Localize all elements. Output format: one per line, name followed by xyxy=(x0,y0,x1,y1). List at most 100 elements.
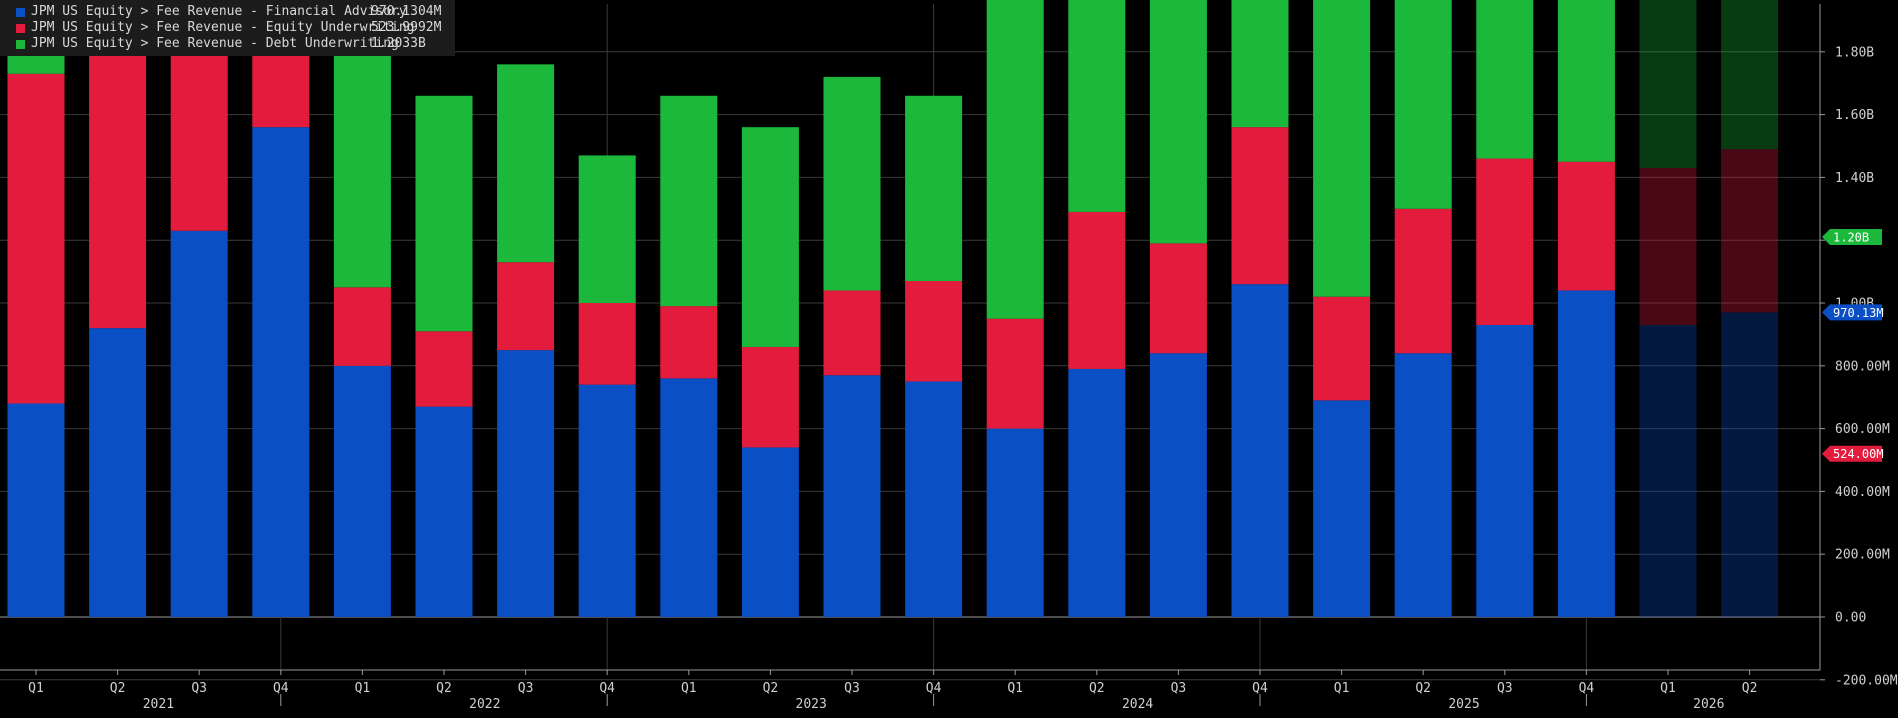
bar-segment-financial-advisory xyxy=(1149,353,1207,617)
year-label: 2026 xyxy=(1693,697,1724,712)
bar-segment-equity-underwriting xyxy=(578,303,636,385)
bar-segment-debt-underwriting xyxy=(1231,0,1289,128)
bar-segment-equity-underwriting xyxy=(1721,149,1779,313)
x-tick-label: Q4 xyxy=(599,681,615,696)
bar-segment-equity-underwriting xyxy=(660,306,718,379)
bar-segment-equity-underwriting xyxy=(1231,127,1289,285)
bar-segment-debt-underwriting xyxy=(1721,0,1779,150)
y-tick-label: -200.00M xyxy=(1835,673,1898,688)
x-tick-label: Q4 xyxy=(926,681,942,696)
badge-shape xyxy=(1822,304,1882,321)
bar-segment-financial-advisory xyxy=(823,375,881,617)
legend-item-equity-underwriting[interactable]: JPM US Equity > Fee Revenue - Equity Und… xyxy=(16,20,441,36)
bar-segment-financial-advisory xyxy=(741,447,799,617)
bar-segment-debt-underwriting xyxy=(415,95,473,332)
year-label: 2023 xyxy=(796,697,827,712)
bar-segment-financial-advisory xyxy=(415,406,473,617)
bar-segment-debt-underwriting xyxy=(1313,0,1371,297)
legend-item-debt-underwriting[interactable]: JPM US Equity > Fee Revenue - Debt Under… xyxy=(16,36,441,52)
year-label: 2024 xyxy=(1122,697,1153,712)
y-tick-label: 800.00M xyxy=(1835,359,1890,374)
x-tick-label: Q1 xyxy=(1007,681,1023,696)
last-value-badge: 1.20B xyxy=(1822,229,1882,246)
bar-segment-financial-advisory xyxy=(252,127,310,617)
year-label: 2025 xyxy=(1448,697,1479,712)
x-tick-label: Q2 xyxy=(1089,681,1105,696)
badge-shape xyxy=(1822,445,1882,462)
bar-segment-debt-underwriting xyxy=(823,76,881,291)
x-tick-label: Q2 xyxy=(1742,681,1758,696)
bar-segment-debt-underwriting xyxy=(578,155,636,303)
bar-segment-debt-underwriting xyxy=(1639,0,1697,168)
bar-segment-debt-underwriting xyxy=(1394,0,1452,209)
legend-label: JPM US Equity > Fee Revenue - Debt Under… xyxy=(31,36,399,51)
x-tick-label: Q3 xyxy=(844,681,860,696)
y-tick-label: 1.80B xyxy=(1835,45,1874,60)
bar-segment-financial-advisory xyxy=(1068,368,1126,617)
bar-segment-financial-advisory xyxy=(905,381,963,617)
x-tick-label: Q3 xyxy=(1497,681,1513,696)
badge-layer: 970.13M 524.00M 1.20B xyxy=(1822,229,1884,462)
x-tick-label: Q1 xyxy=(355,681,371,696)
x-tick-label: Q4 xyxy=(1252,681,1268,696)
bar-segment-debt-underwriting xyxy=(905,95,963,282)
bar-segment-equity-underwriting xyxy=(823,290,881,376)
bar-segment-equity-underwriting xyxy=(415,331,473,407)
bar-segment-financial-advisory xyxy=(7,403,65,617)
last-value-badge: 970.13M xyxy=(1822,304,1884,321)
year-label: 2021 xyxy=(143,697,174,712)
bar-segment-financial-advisory xyxy=(170,230,228,617)
x-tick-label: Q1 xyxy=(1334,681,1350,696)
x-tick-label: Q3 xyxy=(1171,681,1187,696)
bar-layer xyxy=(7,0,1779,617)
bar-segment-debt-underwriting xyxy=(1557,0,1615,162)
chart-legend: JPM US Equity > Fee Revenue - Financial … xyxy=(0,0,456,56)
legend-label: JPM US Equity > Fee Revenue - Financial … xyxy=(31,4,407,19)
badge-shape xyxy=(1822,229,1882,246)
bar-segment-equity-underwriting xyxy=(1394,208,1452,354)
bar-segment-financial-advisory xyxy=(497,350,555,617)
bar-segment-debt-underwriting xyxy=(1149,0,1207,244)
bar-segment-equity-underwriting xyxy=(497,262,555,351)
x-tick-label: Q1 xyxy=(1660,681,1676,696)
bar-segment-financial-advisory xyxy=(1721,312,1779,617)
bar-segment-financial-advisory xyxy=(986,428,1044,617)
y-tick-label: 1.60B xyxy=(1835,108,1874,123)
bar-segment-financial-advisory xyxy=(660,378,718,617)
legend-label: JPM US Equity > Fee Revenue - Equity Und… xyxy=(31,20,415,35)
x-tick-label: Q3 xyxy=(518,681,534,696)
bar-segment-financial-advisory xyxy=(1639,324,1697,617)
bar-segment-debt-underwriting xyxy=(660,95,718,307)
x-tick-label: Q3 xyxy=(191,681,207,696)
bar-segment-financial-advisory xyxy=(1557,290,1615,617)
y-tick-label: 600.00M xyxy=(1835,422,1890,437)
badge-label: 1.20B xyxy=(1833,231,1869,245)
bar-segment-financial-advisory xyxy=(89,328,147,617)
bar-segment-equity-underwriting xyxy=(333,287,391,366)
x-tick-label: Q2 xyxy=(436,681,452,696)
legend-swatch xyxy=(16,23,25,33)
legend-item-financial-advisory[interactable]: JPM US Equity > Fee Revenue - Financial … xyxy=(16,4,441,20)
bar-segment-debt-underwriting xyxy=(1068,0,1126,212)
y-tick-label: 1.40B xyxy=(1835,171,1874,186)
x-tick-label: Q1 xyxy=(681,681,697,696)
bar-segment-debt-underwriting xyxy=(497,64,555,263)
badge-label: 970.13M xyxy=(1833,306,1884,320)
bar-segment-equity-underwriting xyxy=(986,318,1044,429)
year-label: 2022 xyxy=(469,697,500,712)
y-tick-label: 200.00M xyxy=(1835,548,1890,563)
bar-segment-financial-advisory xyxy=(1476,324,1534,617)
bar-segment-debt-underwriting xyxy=(741,127,799,347)
last-value-badge: 524.00M xyxy=(1822,445,1884,462)
bar-segment-financial-advisory xyxy=(1313,400,1371,617)
bar-segment-debt-underwriting xyxy=(986,0,1044,319)
bar-segment-financial-advisory xyxy=(333,365,391,617)
bar-segment-equity-underwriting xyxy=(1313,296,1371,401)
legend-swatch xyxy=(16,7,25,17)
bar-segment-debt-underwriting xyxy=(1476,0,1534,159)
x-tick-label: Q4 xyxy=(273,681,289,696)
y-tick-label: 400.00M xyxy=(1835,485,1890,500)
badge-label: 524.00M xyxy=(1833,447,1884,461)
